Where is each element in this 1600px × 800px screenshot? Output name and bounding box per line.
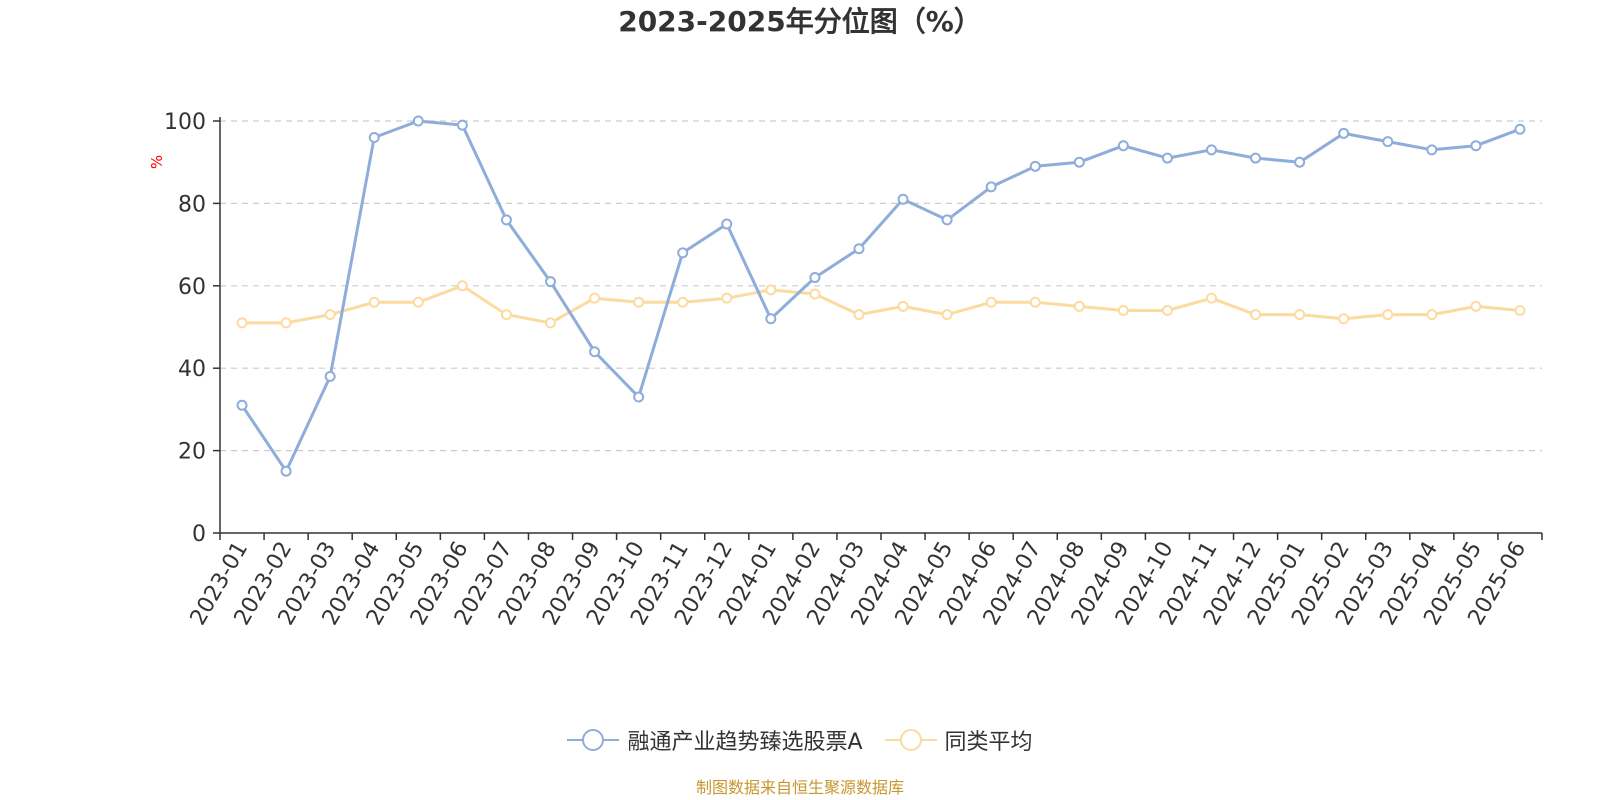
data-point-series-0 xyxy=(853,243,865,255)
data-point-series-1 xyxy=(545,317,556,329)
data-point-series-0 xyxy=(1470,140,1482,152)
data-point-series-1 xyxy=(589,292,601,304)
data-point-series-1 xyxy=(1250,309,1262,321)
axes: 0204060801002023-012023-022023-032023-04… xyxy=(164,110,1543,630)
data-point-series-0 xyxy=(985,181,997,193)
data-point-series-0 xyxy=(280,465,292,477)
data-point-series-1 xyxy=(633,296,645,308)
y-tick-label: 60 xyxy=(178,275,206,300)
data-point-series-0 xyxy=(677,247,689,259)
y-tick-label: 80 xyxy=(178,192,206,217)
data-point-series-1 xyxy=(1206,292,1217,304)
data-point-series-0 xyxy=(1294,156,1306,168)
data-point-series-0 xyxy=(1426,144,1438,156)
data-point-series-1 xyxy=(721,292,733,304)
data-point-series-0 xyxy=(765,313,777,325)
data-point-series-0 xyxy=(1250,152,1262,164)
data-point-series-1 xyxy=(1117,305,1129,317)
data-point-series-1 xyxy=(1161,305,1173,317)
legend-item-fund[interactable]: 融通产业趋势臻选股票A xyxy=(567,724,863,756)
data-point-series-0 xyxy=(545,276,556,288)
data-point-series-1 xyxy=(677,296,689,308)
data-point-series-1 xyxy=(809,288,821,300)
data-point-series-1 xyxy=(456,280,468,292)
data-point-series-1 xyxy=(368,296,380,308)
y-tick-label: 40 xyxy=(178,357,206,382)
data-point-series-0 xyxy=(368,131,380,143)
data-point-series-1 xyxy=(1338,313,1350,325)
source-note: 制图数据来自恒生聚源数据库 xyxy=(695,778,904,797)
series-lines xyxy=(236,115,1526,477)
data-point-series-0 xyxy=(1514,123,1526,135)
data-point-series-1 xyxy=(985,296,997,308)
data-point-series-1 xyxy=(324,309,336,321)
data-point-series-0 xyxy=(941,214,953,226)
data-point-series-1 xyxy=(1514,305,1526,317)
y-axis-unit-label: % xyxy=(148,155,166,169)
data-point-series-1 xyxy=(853,309,865,321)
legend-marker-fund xyxy=(567,729,620,751)
data-point-series-0 xyxy=(412,115,424,127)
data-point-series-1 xyxy=(280,317,292,329)
data-point-series-0 xyxy=(1117,140,1129,152)
data-point-series-0 xyxy=(1206,144,1217,156)
series-line-0 xyxy=(240,119,1521,473)
data-point-series-0 xyxy=(236,399,248,411)
series-line-1 xyxy=(242,284,1521,325)
data-point-series-0 xyxy=(456,119,468,131)
gridlines xyxy=(220,120,1542,452)
data-point-series-0 xyxy=(897,193,909,205)
data-point-series-0 xyxy=(1073,156,1085,168)
y-tick-label: 100 xyxy=(164,110,206,135)
legend-marker-peer-average xyxy=(884,729,937,751)
data-point-series-0 xyxy=(1338,127,1350,139)
data-point-series-1 xyxy=(1029,296,1041,308)
data-point-series-1 xyxy=(412,296,424,308)
data-point-series-0 xyxy=(1029,160,1041,172)
data-point-series-0 xyxy=(633,391,645,403)
data-point-series-1 xyxy=(897,300,909,312)
y-tick-label: 20 xyxy=(178,440,206,465)
legend-label-fund: 融通产业趋势臻选股票A xyxy=(627,730,863,755)
data-point-series-1 xyxy=(1426,309,1438,321)
data-point-series-0 xyxy=(809,272,821,284)
data-point-series-0 xyxy=(721,218,733,230)
data-point-series-0 xyxy=(500,214,512,226)
data-point-series-1 xyxy=(765,284,777,296)
data-point-series-0 xyxy=(1382,136,1394,148)
y-tick-label: 0 xyxy=(192,522,206,547)
data-point-series-0 xyxy=(324,370,336,382)
data-point-series-1 xyxy=(500,309,512,321)
data-point-series-1 xyxy=(236,317,248,329)
data-point-series-1 xyxy=(1470,300,1482,312)
data-point-series-1 xyxy=(1294,309,1306,321)
legend: 融通产业趋势臻选股票A 同类平均 xyxy=(0,720,1600,760)
data-point-series-1 xyxy=(1382,309,1394,321)
chart-title: 2023-2025年分位图（%） xyxy=(618,5,982,38)
legend-item-peer-average[interactable]: 同类平均 xyxy=(884,724,1033,756)
data-point-series-1 xyxy=(941,309,953,321)
data-point-series-0 xyxy=(1161,152,1173,164)
data-point-series-0 xyxy=(589,346,601,358)
data-point-series-1 xyxy=(1073,300,1085,312)
legend-label-peer-average: 同类平均 xyxy=(944,730,1033,755)
